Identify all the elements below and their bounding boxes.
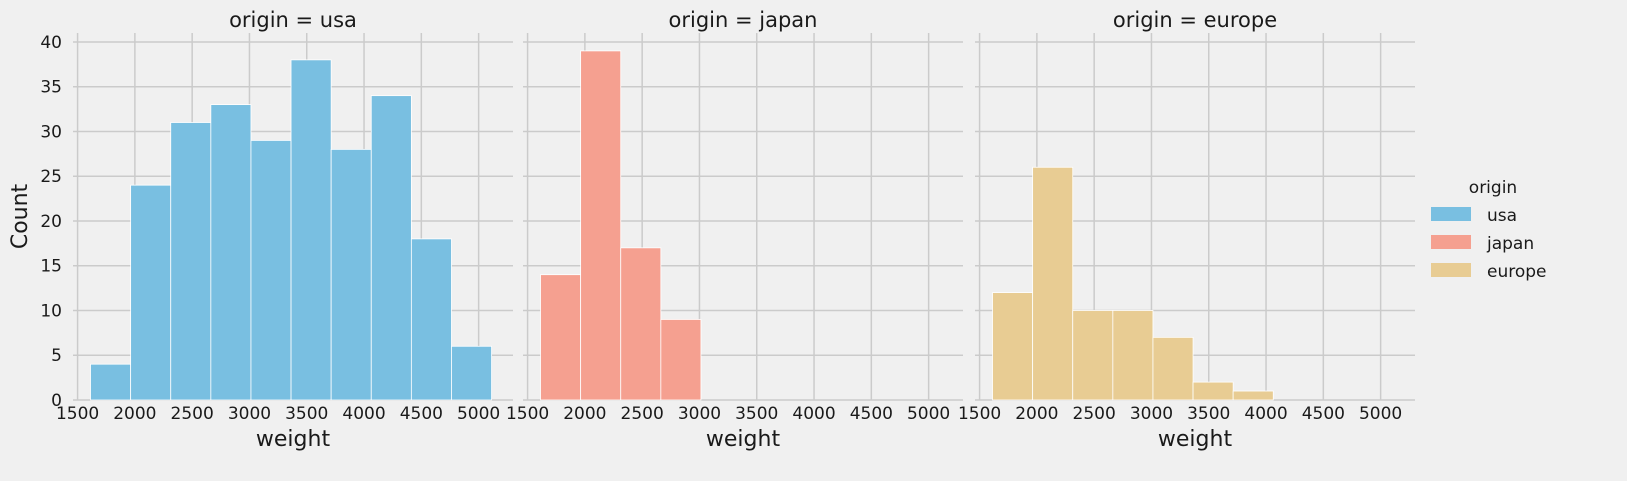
x-tick-label: 1500 [506,404,549,424]
histogram-bar [170,122,212,401]
legend-label: japan [1486,234,1534,254]
x-tick-label: 3500 [285,404,328,424]
histogram-bar [660,319,702,401]
legend-title: origin [1469,178,1517,198]
x-tick-label: 4000 [342,404,385,424]
histogram-bar [451,345,492,401]
histogram-bar [1152,336,1194,401]
histogram-bar [1112,310,1154,401]
x-tick-label: 1500 [56,404,99,424]
x-axis-label: weight [706,427,781,452]
histogram-bar [410,238,452,401]
x-tick-label: 2500 [621,404,664,424]
x-tick-label: 3500 [735,404,778,424]
legend-swatch [1431,235,1471,249]
x-tick-label: 4500 [1302,404,1345,424]
y-tick-label: 40 [40,33,62,53]
histogram-bar [620,247,662,401]
y-tick-label: 10 [40,301,62,321]
y-tick-label: 0 [51,391,62,411]
histogram-bar [580,50,622,401]
x-tick-label: 2000 [1015,404,1058,424]
x-tick-label: 5000 [907,404,950,424]
histogram-bar [130,184,172,401]
x-tick-label: 3000 [678,404,721,424]
legend-label: usa [1487,206,1517,226]
y-tick-label: 5 [51,346,62,366]
histogram-bar [90,363,132,401]
panel-title: origin = japan [669,8,818,32]
x-tick-label: 3000 [1130,404,1173,424]
x-tick-label: 2000 [563,404,606,424]
y-tick-label: 25 [40,167,62,187]
y-tick-label: 20 [40,212,62,232]
y-tick-label: 35 [40,78,62,98]
x-tick-label: 3000 [228,404,271,424]
x-tick-label: 1500 [958,404,1001,424]
y-tick-label: 30 [40,122,62,142]
legend-swatch [1431,207,1471,221]
legend-swatch [1431,263,1471,277]
panel-title: origin = usa [229,8,357,32]
histogram-bar [1232,390,1274,401]
x-tick-label: 4500 [400,404,443,424]
x-tick-label: 3500 [1187,404,1230,424]
x-tick-label: 4000 [792,404,835,424]
x-tick-label: 2000 [113,404,156,424]
histogram-bar [992,292,1034,401]
histogram-bar [210,104,252,401]
y-axis-label: Count [8,183,33,249]
x-axis-label: weight [1158,427,1233,452]
x-tick-label: 2500 [1073,404,1116,424]
panel-title: origin = europe [1113,8,1277,32]
histogram-bar [1192,381,1234,401]
histogram-bar [250,140,292,401]
x-tick-label: 5000 [457,404,500,424]
x-tick-label: 5000 [1359,404,1402,424]
x-tick-label: 4500 [850,404,893,424]
histogram-bar [290,59,332,401]
histogram-bar [1072,310,1114,401]
x-tick-label: 4000 [1244,404,1287,424]
x-tick-label: 2500 [171,404,214,424]
histogram-bar [1032,166,1074,401]
legend-label: europe [1487,262,1547,282]
x-axis-label: weight [256,427,331,452]
histogram-bar [540,274,582,401]
histogram-bar [370,95,412,401]
y-tick-label: 15 [40,257,62,277]
histogram-bar [330,148,372,401]
